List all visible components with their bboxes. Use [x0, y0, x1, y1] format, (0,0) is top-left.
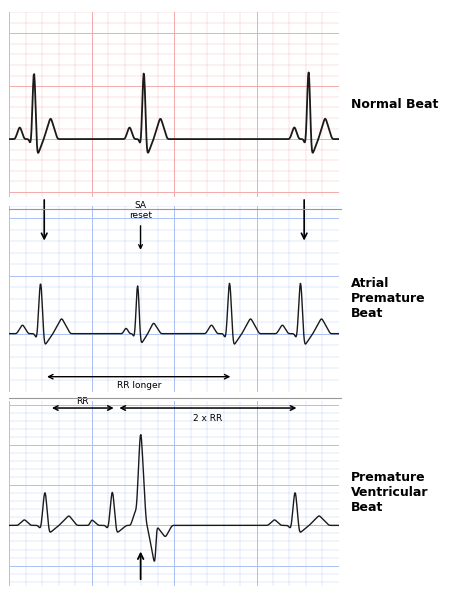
Text: 2 x RR: 2 x RR — [193, 414, 222, 423]
Text: RR longer: RR longer — [117, 381, 161, 390]
Text: SA
reset: SA reset — [129, 201, 152, 248]
Text: Premature
Ventricular
Beat: Premature Ventricular Beat — [351, 472, 428, 514]
Text: Normal Beat: Normal Beat — [351, 98, 438, 111]
Text: Atrial
Premature
Beat: Atrial Premature Beat — [351, 277, 425, 320]
Text: RR: RR — [77, 398, 89, 406]
